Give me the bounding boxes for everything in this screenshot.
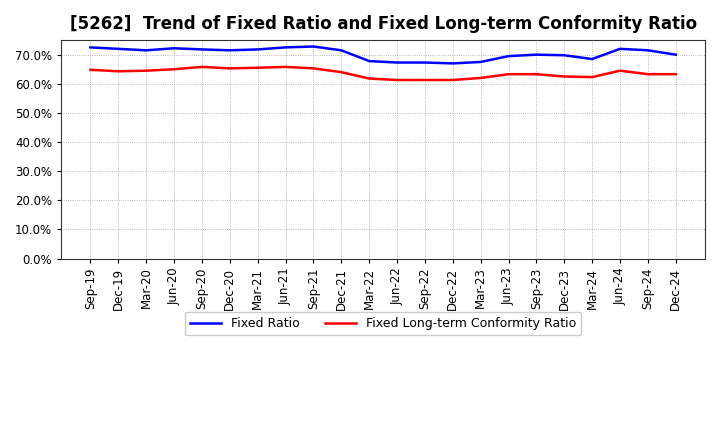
- Fixed Long-term Conformity Ratio: [225, 66, 234, 71]
- Fixed Ratio: [616, 46, 624, 51]
- Fixed Ratio: [114, 46, 122, 51]
- Line: Fixed Ratio: Fixed Ratio: [91, 47, 676, 63]
- Fixed Ratio: [337, 48, 346, 53]
- Fixed Ratio: [225, 48, 234, 53]
- Fixed Long-term Conformity Ratio: [477, 75, 485, 81]
- Fixed Long-term Conformity Ratio: [560, 74, 569, 79]
- Legend: Fixed Ratio, Fixed Long-term Conformity Ratio: Fixed Ratio, Fixed Long-term Conformity …: [185, 312, 581, 335]
- Fixed Long-term Conformity Ratio: [504, 72, 513, 77]
- Fixed Long-term Conformity Ratio: [672, 72, 680, 77]
- Fixed Ratio: [197, 47, 206, 52]
- Fixed Ratio: [588, 56, 596, 62]
- Fixed Ratio: [282, 45, 290, 50]
- Fixed Long-term Conformity Ratio: [309, 66, 318, 71]
- Fixed Ratio: [504, 54, 513, 59]
- Fixed Ratio: [365, 59, 374, 64]
- Title: [5262]  Trend of Fixed Ratio and Fixed Long-term Conformity Ratio: [5262] Trend of Fixed Ratio and Fixed Lo…: [70, 15, 697, 33]
- Fixed Ratio: [142, 48, 150, 53]
- Fixed Long-term Conformity Ratio: [114, 69, 122, 74]
- Fixed Long-term Conformity Ratio: [142, 68, 150, 73]
- Fixed Long-term Conformity Ratio: [170, 66, 179, 72]
- Line: Fixed Long-term Conformity Ratio: Fixed Long-term Conformity Ratio: [91, 67, 676, 80]
- Fixed Ratio: [532, 52, 541, 57]
- Fixed Long-term Conformity Ratio: [337, 70, 346, 75]
- Fixed Long-term Conformity Ratio: [197, 64, 206, 70]
- Fixed Long-term Conformity Ratio: [532, 72, 541, 77]
- Fixed Ratio: [449, 61, 457, 66]
- Fixed Ratio: [560, 53, 569, 58]
- Fixed Long-term Conformity Ratio: [253, 65, 262, 70]
- Fixed Ratio: [477, 59, 485, 65]
- Fixed Long-term Conformity Ratio: [588, 74, 596, 80]
- Fixed Long-term Conformity Ratio: [86, 67, 95, 73]
- Fixed Long-term Conformity Ratio: [392, 77, 401, 83]
- Fixed Long-term Conformity Ratio: [644, 72, 652, 77]
- Fixed Long-term Conformity Ratio: [449, 77, 457, 83]
- Fixed Long-term Conformity Ratio: [282, 64, 290, 70]
- Fixed Ratio: [392, 60, 401, 65]
- Fixed Ratio: [170, 46, 179, 51]
- Fixed Ratio: [309, 44, 318, 49]
- Fixed Ratio: [86, 45, 95, 50]
- Fixed Long-term Conformity Ratio: [616, 68, 624, 73]
- Fixed Ratio: [644, 48, 652, 53]
- Fixed Ratio: [672, 52, 680, 57]
- Fixed Long-term Conformity Ratio: [365, 76, 374, 81]
- Fixed Long-term Conformity Ratio: [420, 77, 429, 83]
- Fixed Ratio: [253, 47, 262, 52]
- Fixed Ratio: [420, 60, 429, 65]
